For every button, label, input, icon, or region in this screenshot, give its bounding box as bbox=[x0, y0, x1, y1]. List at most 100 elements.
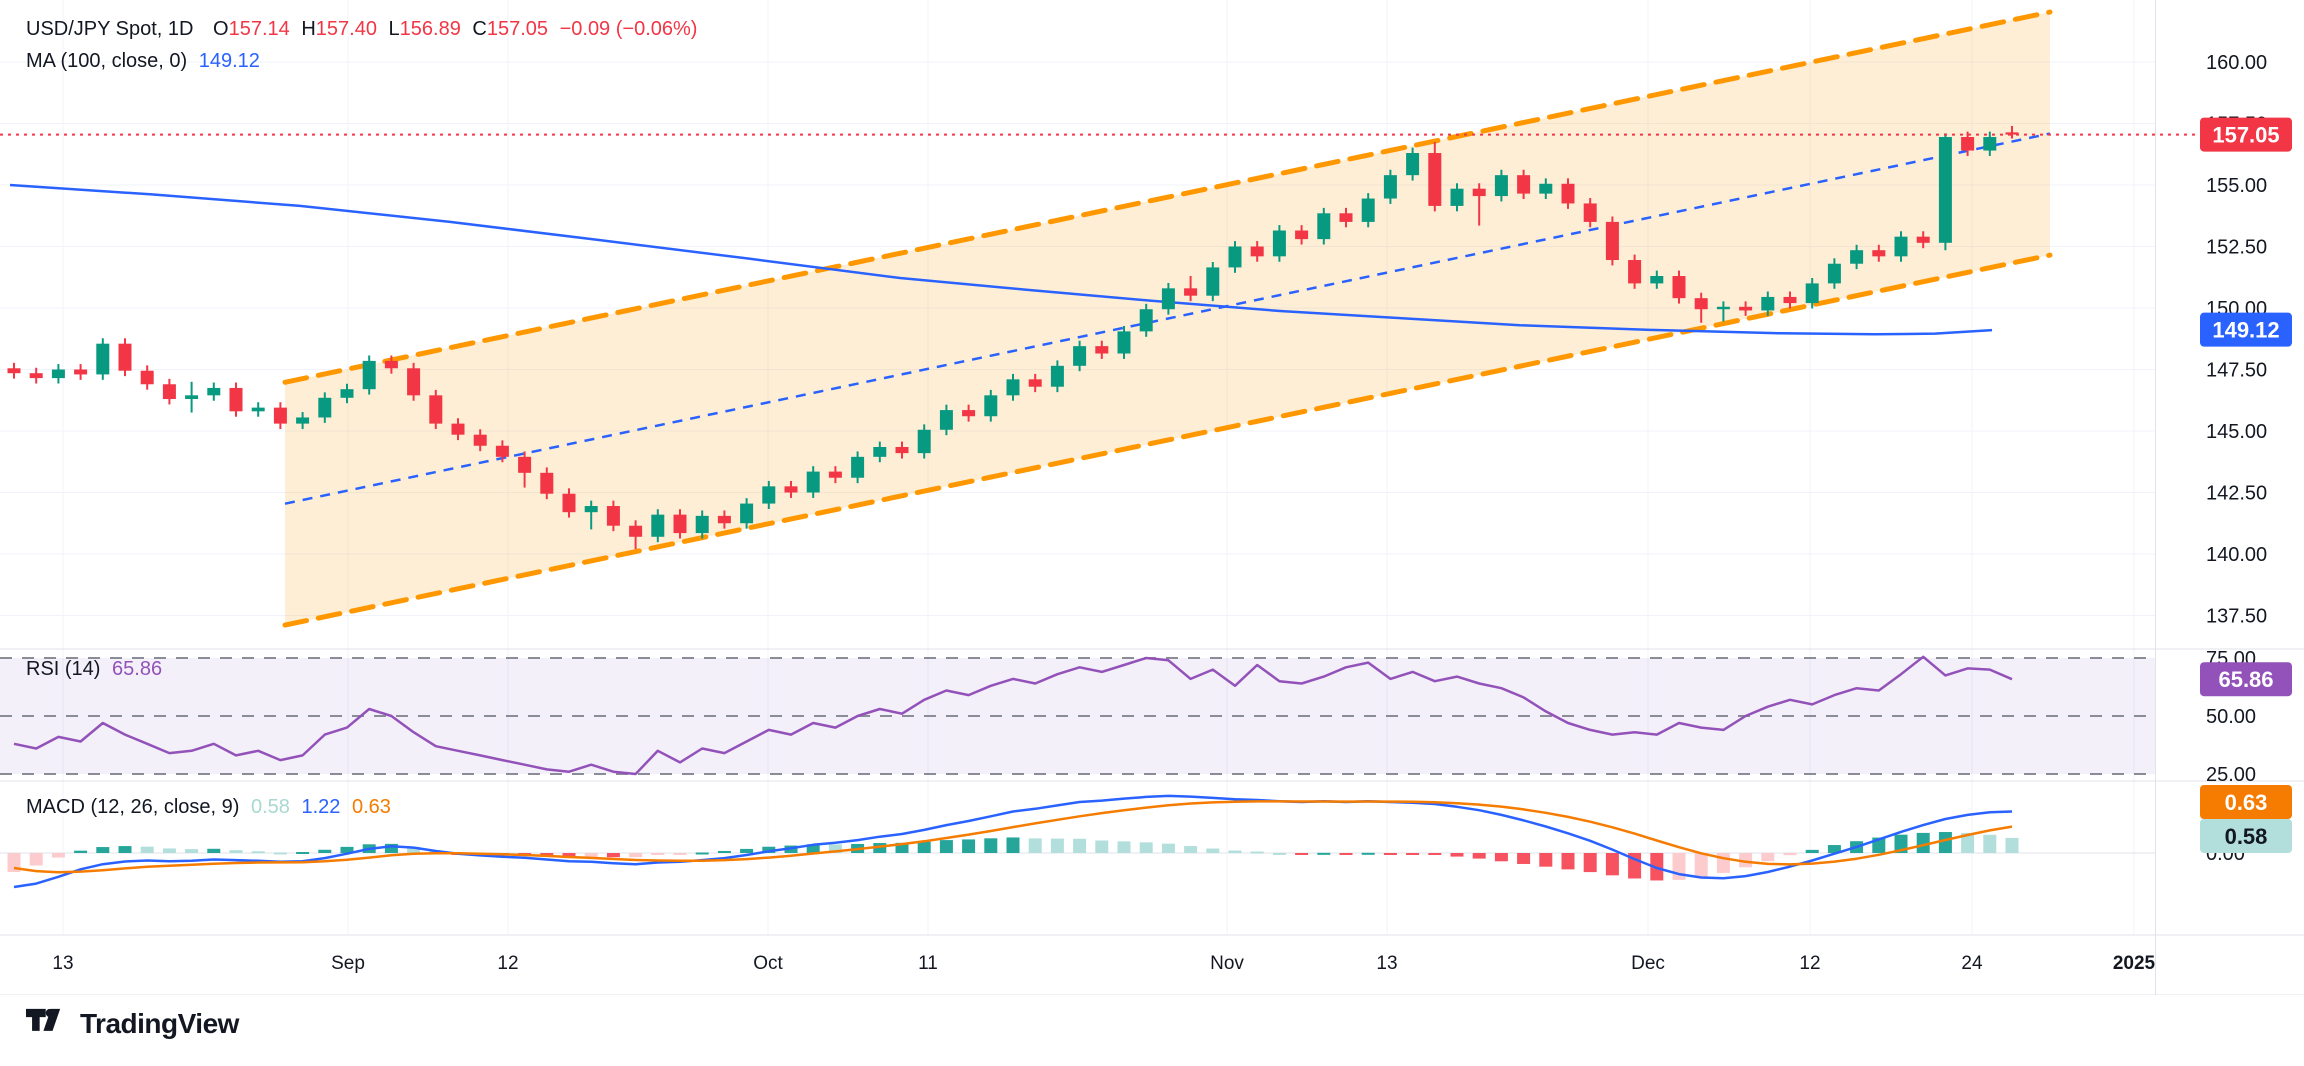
candle[interactable] bbox=[1983, 131, 1997, 156]
rsi-line[interactable] bbox=[13, 655, 2013, 776]
candle[interactable] bbox=[828, 466, 842, 484]
candle[interactable] bbox=[939, 404, 953, 436]
candle[interactable] bbox=[1805, 277, 1819, 309]
channel-lower-line[interactable] bbox=[282, 252, 2053, 628]
candle[interactable] bbox=[784, 480, 798, 498]
candle[interactable] bbox=[673, 509, 687, 539]
candle[interactable] bbox=[362, 355, 376, 395]
ma-indicator-row[interactable]: MA (100, close, 0) 149.12 bbox=[26, 50, 266, 73]
candle[interactable] bbox=[318, 392, 332, 423]
price-panel[interactable] bbox=[7, 9, 2053, 628]
candle[interactable] bbox=[185, 381, 199, 413]
candle[interactable] bbox=[1117, 325, 1131, 359]
candle[interactable] bbox=[29, 367, 43, 384]
candle[interactable] bbox=[1472, 183, 1486, 226]
candle[interactable] bbox=[651, 509, 665, 543]
candle[interactable] bbox=[1228, 241, 1242, 273]
candle[interactable] bbox=[384, 355, 398, 374]
candle[interactable] bbox=[584, 500, 598, 530]
candle[interactable] bbox=[1295, 225, 1309, 245]
candle[interactable] bbox=[1539, 178, 1553, 200]
candle[interactable] bbox=[1938, 133, 1952, 251]
candle[interactable] bbox=[451, 418, 465, 441]
candle[interactable] bbox=[1783, 291, 1797, 309]
candle[interactable] bbox=[1672, 270, 1686, 304]
candle[interactable] bbox=[1827, 258, 1841, 289]
candle[interactable] bbox=[1073, 340, 1087, 372]
candle[interactable] bbox=[96, 338, 110, 380]
candle[interactable] bbox=[917, 424, 931, 459]
candle[interactable] bbox=[140, 365, 154, 390]
macd-signal-line[interactable] bbox=[13, 800, 2013, 874]
candle[interactable] bbox=[1561, 178, 1575, 209]
candle[interactable] bbox=[2005, 125, 2019, 139]
chart-canvas[interactable]: 160.00157.50155.00152.50150.00147.50145.… bbox=[0, 0, 2304, 995]
candle[interactable] bbox=[251, 402, 265, 417]
candle[interactable] bbox=[51, 364, 65, 384]
candle[interactable] bbox=[762, 480, 776, 509]
candle[interactable] bbox=[1006, 373, 1020, 401]
rsi-indicator-row[interactable]: RSI (14) 65.86 bbox=[26, 658, 168, 681]
candle[interactable] bbox=[407, 362, 421, 401]
candle[interactable] bbox=[296, 412, 310, 430]
candle[interactable] bbox=[1095, 340, 1109, 359]
channel-upper-line[interactable] bbox=[282, 9, 2053, 385]
candle[interactable] bbox=[1050, 360, 1064, 393]
macd-label[interactable]: MACD (12, 26, close, 9) bbox=[26, 796, 240, 818]
candle[interactable] bbox=[473, 429, 487, 452]
candle[interactable] bbox=[1428, 141, 1442, 212]
candle[interactable] bbox=[273, 402, 287, 430]
candle[interactable] bbox=[1184, 276, 1198, 302]
price-axis[interactable]: 160.00157.50155.00152.50150.00147.50145.… bbox=[2200, 52, 2292, 865]
candle[interactable] bbox=[1583, 198, 1597, 228]
candle[interactable] bbox=[207, 382, 221, 401]
candle[interactable] bbox=[1739, 301, 1753, 316]
candle[interactable] bbox=[1272, 225, 1286, 262]
candle[interactable] bbox=[429, 389, 443, 430]
candle[interactable] bbox=[1628, 254, 1642, 289]
symbol-header[interactable]: USD/JPY Spot, 1D O157.14 H157.40 L156.89… bbox=[26, 18, 703, 41]
time-axis[interactable]: 13 Sep 12 Oct 11 Nov 13 Dec 12 24 2025 bbox=[52, 953, 2155, 974]
candle[interactable] bbox=[1872, 244, 1886, 262]
candle[interactable] bbox=[1206, 261, 1220, 302]
candle[interactable] bbox=[1694, 292, 1708, 323]
candle[interactable] bbox=[1494, 169, 1508, 202]
candle[interactable] bbox=[540, 467, 554, 500]
macd-panel[interactable] bbox=[0, 794, 2155, 889]
macd-indicator-row[interactable]: MACD (12, 26, close, 9) 0.58 1.22 0.63 bbox=[26, 796, 397, 819]
ma-label[interactable]: MA (100, close, 0) bbox=[26, 50, 188, 72]
rsi-label[interactable]: RSI (14) bbox=[26, 658, 101, 680]
candle[interactable] bbox=[740, 498, 754, 529]
candle[interactable] bbox=[873, 441, 887, 463]
candle[interactable] bbox=[851, 451, 865, 484]
candle[interactable] bbox=[1961, 131, 1975, 156]
candle[interactable] bbox=[1450, 183, 1464, 212]
symbol-title[interactable]: USD/JPY Spot, 1D bbox=[26, 18, 194, 40]
candle[interactable] bbox=[562, 488, 576, 518]
candle[interactable] bbox=[962, 404, 976, 422]
candle[interactable] bbox=[895, 441, 909, 459]
candle[interactable] bbox=[1517, 169, 1531, 200]
candle[interactable] bbox=[1916, 231, 1930, 249]
candle[interactable] bbox=[1650, 270, 1664, 289]
candle[interactable] bbox=[695, 510, 709, 539]
candle[interactable] bbox=[1161, 282, 1175, 315]
candle[interactable] bbox=[162, 378, 176, 405]
ma100-line[interactable] bbox=[9, 183, 1993, 336]
candle[interactable] bbox=[1028, 373, 1042, 393]
channel-mid-line[interactable] bbox=[284, 132, 2051, 505]
candle[interactable] bbox=[806, 466, 820, 498]
candle[interactable] bbox=[1339, 207, 1353, 228]
candle[interactable] bbox=[74, 364, 88, 380]
candle[interactable] bbox=[7, 362, 21, 379]
rsi-panel[interactable] bbox=[0, 655, 2155, 776]
candle[interactable] bbox=[340, 383, 354, 404]
candle[interactable] bbox=[984, 389, 998, 422]
candle[interactable] bbox=[606, 500, 620, 532]
candle[interactable] bbox=[1317, 207, 1331, 245]
candle[interactable] bbox=[1850, 244, 1864, 270]
candle[interactable] bbox=[1605, 216, 1619, 266]
candle[interactable] bbox=[1383, 169, 1397, 204]
candle[interactable] bbox=[1716, 301, 1730, 322]
macd-line[interactable] bbox=[13, 794, 2013, 889]
